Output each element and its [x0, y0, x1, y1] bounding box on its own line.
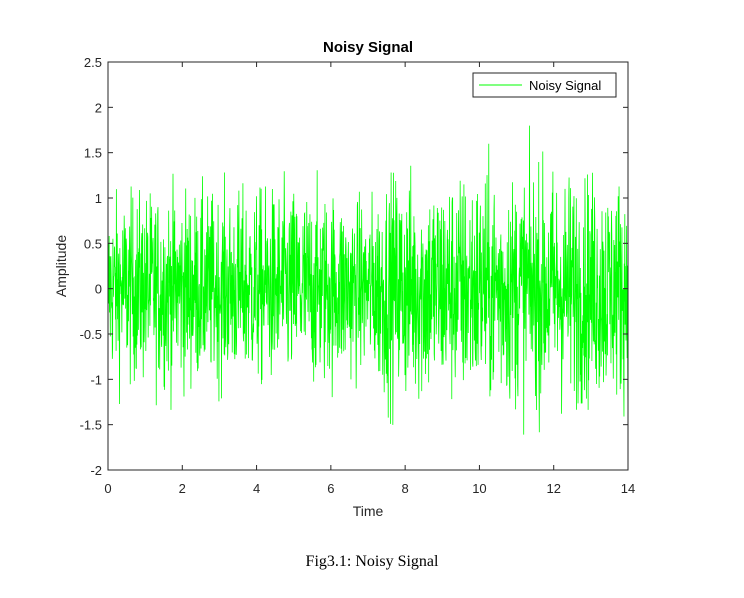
x-axis-label: Time — [353, 503, 384, 519]
x-tick-label: 0 — [104, 481, 111, 496]
chart-title: Noisy Signal — [323, 39, 413, 56]
y-axis-label: Amplitude — [53, 235, 69, 297]
y-tick-label: 1 — [95, 191, 102, 206]
y-tick-label: -0.5 — [80, 327, 102, 342]
y-tick-label: 1.5 — [84, 146, 102, 161]
y-tick-label: 0 — [95, 282, 102, 297]
x-tick-label: 8 — [402, 481, 409, 496]
x-tick-label: 10 — [472, 481, 486, 496]
x-tick-label: 12 — [546, 481, 560, 496]
y-tick-label: -1.5 — [80, 418, 102, 433]
axes-frame — [107, 61, 629, 471]
x-tick-label: 2 — [179, 481, 186, 496]
y-tick-label: 0.5 — [84, 236, 102, 251]
x-tick-label: 6 — [327, 481, 334, 496]
figure-caption: Fig3.1: Noisy Signal — [305, 553, 439, 570]
legend: Noisy Signal — [472, 72, 617, 98]
series-line-noisy-signal — [107, 125, 629, 435]
x-tick-label: 4 — [253, 481, 260, 496]
noisy-signal-chart: Noisy Signal 0 2 4 6 8 10 12 14-2-1.5-1-0.500.5… — [53, 39, 636, 519]
plot-area — [107, 125, 629, 435]
legend-label: Noisy Signal — [529, 78, 601, 93]
y-tick-label: -1 — [90, 372, 102, 387]
x-tick-label: 14 — [621, 481, 635, 496]
y-tick-label: 2.5 — [84, 55, 102, 70]
axis-ticks: 0 2 4 6 8 10 12 14 -2 -1.5 -1 -0.5 0 0.5 1 1.5 2 2.5 — [80, 55, 636, 496]
y-tick-label: -2 — [90, 463, 102, 478]
y-tick-label: 2 — [95, 100, 102, 115]
